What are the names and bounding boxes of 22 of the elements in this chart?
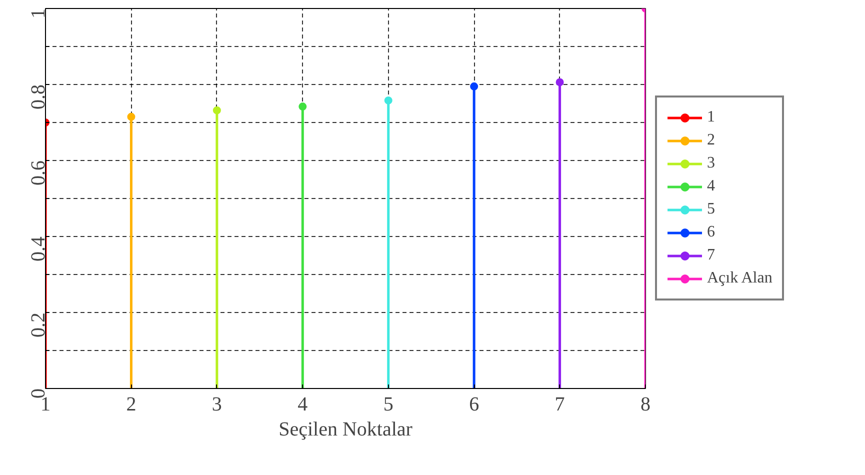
legend-label: 2 — [707, 132, 716, 150]
y-tick-label: 1 — [28, 8, 50, 18]
legend-label: Açık Alan — [707, 270, 772, 288]
legend-label: 6 — [707, 224, 716, 242]
y-tick-label: 0.2 — [28, 312, 50, 338]
x-tick-label: 3 — [212, 394, 222, 416]
x-tick-label: 7 — [554, 394, 565, 416]
y-tick-label: 0.8 — [28, 84, 50, 110]
legend-label: 3 — [707, 154, 716, 172]
x-tick-label: 5 — [383, 394, 394, 416]
legend-label: 7 — [707, 246, 716, 264]
x-tick-label: 2 — [126, 394, 136, 416]
y-tick-label: 0.6 — [28, 160, 50, 186]
y-tick-label: 0 — [28, 388, 50, 398]
legend-label: 1 — [707, 108, 716, 126]
legend-label: 5 — [707, 200, 716, 218]
x-axis-title: Seçilen Noktalar — [278, 418, 413, 440]
legend-label: 4 — [707, 178, 716, 196]
x-tick-label: 6 — [469, 394, 480, 416]
x-tick-label: 4 — [298, 394, 308, 416]
x-tick-label: 8 — [640, 394, 650, 416]
y-tick-label: 0.4 — [28, 236, 50, 262]
